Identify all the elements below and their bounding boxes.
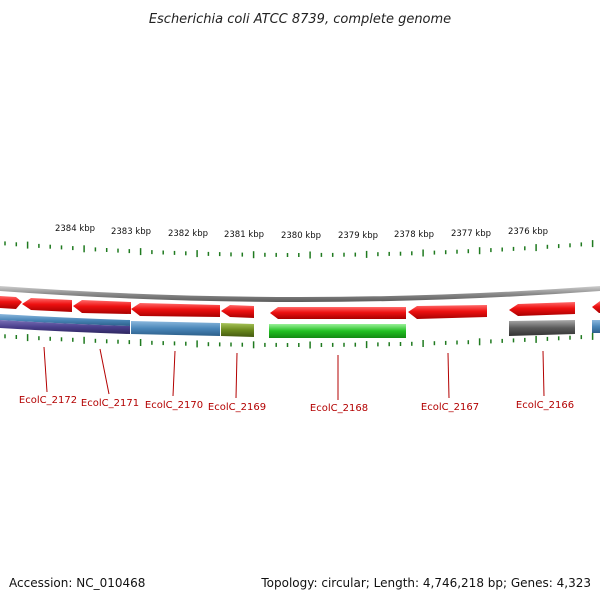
map-title: Escherichia coli ATCC 8739, complete gen… bbox=[149, 12, 451, 27]
track-blue-mid[interactable] bbox=[131, 321, 220, 336]
kbp-label: 2378 kbp bbox=[394, 230, 434, 240]
kbp-label: 2380 kbp bbox=[281, 231, 321, 241]
inner-tick-row bbox=[4, 332, 594, 349]
kbp-label: 2383 kbp bbox=[111, 227, 151, 237]
kbp-label: 2384 kbp bbox=[55, 224, 95, 234]
kbp-label: 2382 kbp bbox=[168, 229, 208, 239]
track-green[interactable] bbox=[269, 324, 406, 338]
kbp-label: 2376 kbp bbox=[508, 227, 548, 237]
leader-line bbox=[447, 352, 450, 399]
gene-label[interactable]: EcolC_2172 bbox=[19, 395, 77, 406]
track-gray[interactable] bbox=[509, 320, 575, 336]
gene-arrow[interactable] bbox=[131, 303, 220, 317]
gene-arrow[interactable] bbox=[0, 296, 22, 309]
gene-arrow[interactable] bbox=[509, 302, 575, 316]
genome-backbone bbox=[0, 286, 600, 302]
label-leader-lines bbox=[43, 346, 545, 400]
leader-line bbox=[172, 350, 176, 397]
gene-arrow[interactable] bbox=[22, 298, 72, 312]
gene-label[interactable]: EcolC_2168 bbox=[310, 403, 368, 414]
gene-arrow[interactable] bbox=[408, 305, 487, 319]
track-blue-left[interactable] bbox=[0, 314, 130, 326]
outer-tick-row bbox=[4, 240, 594, 259]
leader-line bbox=[235, 352, 238, 399]
kbp-label: 2381 kbp bbox=[224, 230, 264, 240]
gene-label[interactable]: EcolC_2170 bbox=[145, 400, 203, 411]
gene-arrow[interactable] bbox=[592, 301, 600, 313]
kbp-label-row: 2384 kbp 2383 kbp 2382 kbp 2381 kbp 2380… bbox=[55, 224, 548, 241]
track-blue-right[interactable] bbox=[592, 320, 600, 333]
leader-line bbox=[99, 348, 110, 395]
track-purple-left[interactable] bbox=[0, 320, 130, 334]
gene-label[interactable]: EcolC_2167 bbox=[421, 402, 479, 413]
feature-track-row bbox=[0, 314, 600, 338]
gene-label[interactable]: EcolC_2166 bbox=[516, 400, 574, 411]
track-olive[interactable] bbox=[221, 323, 254, 337]
leader-line bbox=[542, 350, 545, 397]
gene-arrow[interactable] bbox=[221, 305, 254, 318]
gene-label[interactable]: EcolC_2171 bbox=[81, 398, 139, 409]
accession-text: Accession: NC_010468 bbox=[9, 576, 145, 590]
gene-arrow-row bbox=[0, 296, 600, 319]
gene-label[interactable]: EcolC_2169 bbox=[208, 402, 266, 413]
genome-summary-text: Topology: circular; Length: 4,746,218 bp… bbox=[260, 576, 591, 590]
gene-arrow[interactable] bbox=[73, 300, 131, 314]
leader-line bbox=[43, 346, 48, 393]
kbp-label: 2379 kbp bbox=[338, 231, 378, 241]
gene-arrow[interactable] bbox=[270, 307, 406, 319]
gene-label-row: EcolC_2172 EcolC_2171 EcolC_2170 EcolC_2… bbox=[19, 395, 574, 414]
kbp-label: 2377 kbp bbox=[451, 229, 491, 239]
